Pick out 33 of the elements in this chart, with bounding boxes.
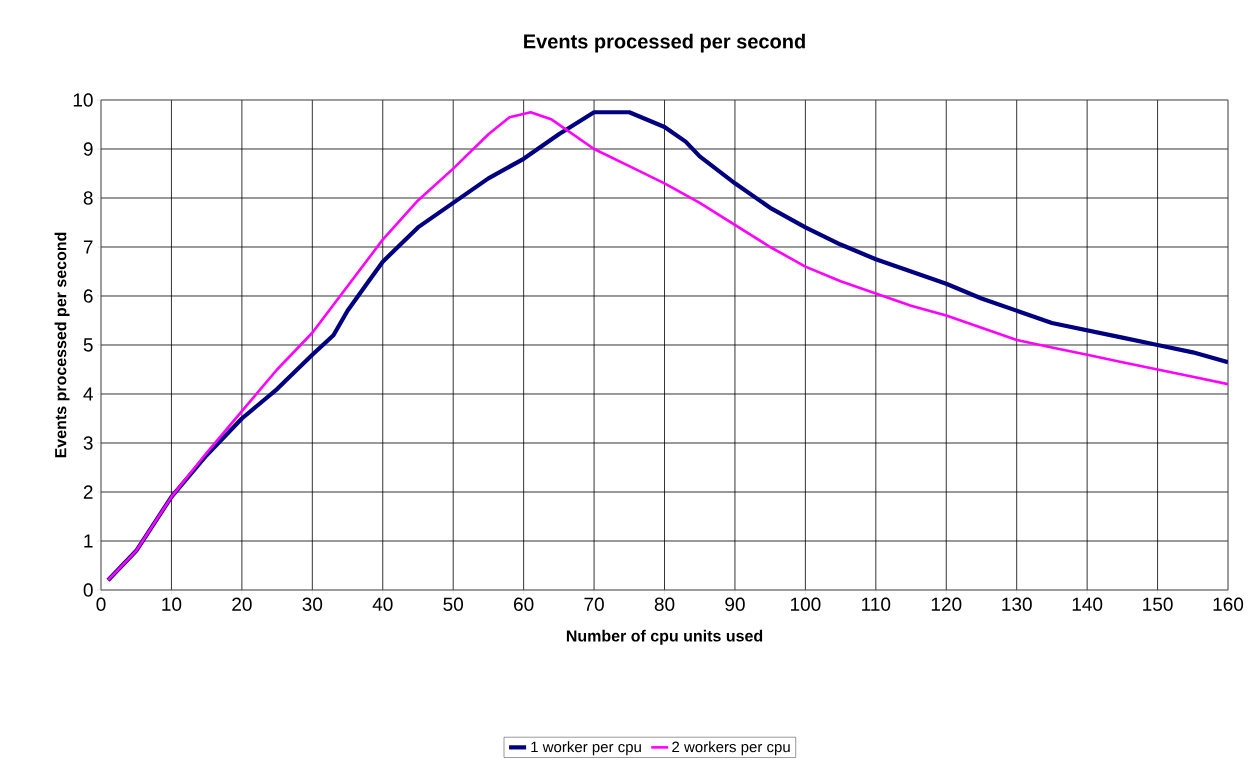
x-tick-label: 20 <box>232 597 252 611</box>
x-tick-label: 100 <box>790 597 821 611</box>
x-tick-label: 40 <box>372 597 393 611</box>
y-axis-title: Events processed per second <box>54 232 70 458</box>
x-tick-label: 0 <box>96 597 106 611</box>
legend-label: 1 worker per cpu <box>531 741 641 756</box>
chart-title: Events processed per second <box>524 33 805 53</box>
y-tick-label: 0 <box>83 583 93 597</box>
y-tick-label: 5 <box>83 338 93 352</box>
x-tick-label: 80 <box>654 597 675 611</box>
x-tick-label: 90 <box>725 597 745 611</box>
x-axis-title: Number of cpu units used <box>566 629 763 645</box>
x-tick-label: 110 <box>862 597 891 611</box>
y-tick-label: 8 <box>83 191 93 205</box>
x-tick-label: 150 <box>1143 597 1173 611</box>
x-tick-label: 10 <box>162 597 182 611</box>
y-tick-label: 3 <box>83 436 93 450</box>
y-tick-label: 2 <box>83 485 93 499</box>
y-tick-label: 9 <box>83 142 93 156</box>
legend-label: 2 workers per cpu <box>672 741 790 756</box>
x-tick-label: 70 <box>584 597 604 611</box>
y-tick-label: 10 <box>73 93 93 107</box>
x-tick-label: 120 <box>931 597 962 611</box>
x-tick-label: 60 <box>514 597 534 611</box>
x-tick-label: 50 <box>443 597 464 611</box>
y-tick-label: 6 <box>83 289 93 303</box>
y-tick-label: 4 <box>83 387 93 401</box>
x-tick-label: 130 <box>1002 597 1032 611</box>
x-tick-label: 140 <box>1072 597 1103 611</box>
y-tick-label: 1 <box>84 534 93 548</box>
x-tick-label: 160 <box>1213 597 1244 611</box>
x-tick-label: 30 <box>302 597 323 611</box>
y-tick-label: 7 <box>83 240 93 254</box>
